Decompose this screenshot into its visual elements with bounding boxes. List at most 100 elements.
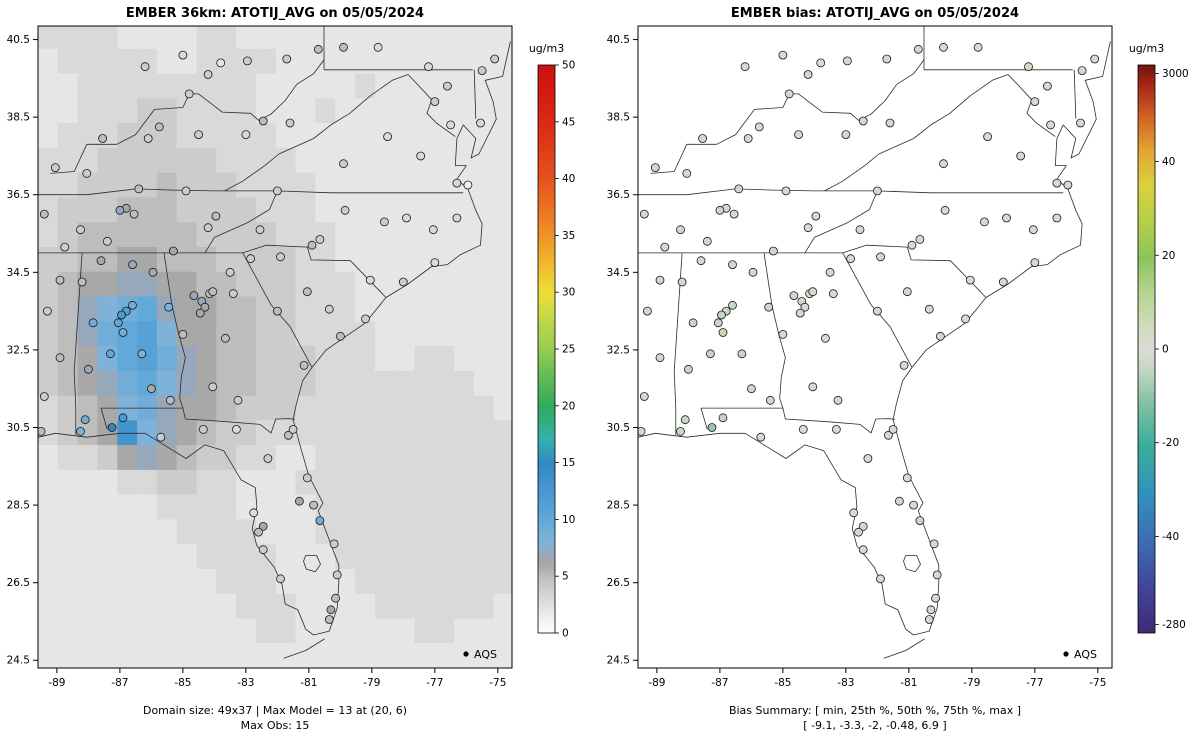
aqs-station-point: [931, 593, 941, 603]
aqs-station-point: [282, 54, 292, 64]
svg-text:26.5: 26.5: [607, 577, 630, 589]
aqs-station-point: [979, 217, 989, 227]
svg-text:-20: -20: [1162, 437, 1179, 449]
aqs-station-point: [203, 70, 213, 79]
svg-text:36.5: 36.5: [7, 189, 30, 201]
aqs-station-point: [924, 304, 934, 314]
model-panel-caption: Domain size: 49x37 | Max Model = 13 at (…: [0, 703, 550, 733]
aqs-station-point: [748, 267, 758, 277]
svg-text:32.5: 32.5: [7, 344, 30, 356]
aqs-station-point: [820, 333, 830, 343]
aqs-station-point: [246, 254, 256, 264]
aqs-station-point: [715, 205, 725, 215]
aqs-station-point: [828, 289, 838, 299]
aqs-station-point: [476, 118, 485, 128]
aqs-station-point: [165, 395, 175, 405]
aqs-station-point: [242, 56, 252, 66]
aqs-station-point: [831, 424, 841, 434]
aqs-station-point: [302, 473, 312, 483]
aqs-station-point: [684, 364, 693, 374]
aqs-station-point: [365, 275, 375, 285]
svg-text:-85: -85: [174, 677, 191, 689]
model-caption-line-1: Domain size: 49x37 | Max Model = 13 at (…: [142, 704, 407, 717]
aqs-station-point: [307, 240, 317, 250]
svg-text:-79: -79: [963, 677, 980, 689]
aqs-station-point: [696, 256, 706, 266]
aqs-station-point: [784, 89, 794, 99]
aqs-station-point: [872, 306, 882, 316]
aqs-station-point: [639, 209, 649, 219]
aqs-station-point: [1030, 97, 1040, 106]
svg-text:-75: -75: [489, 677, 506, 689]
aqs-station-point: [463, 180, 473, 190]
aqs-station-point: [117, 310, 126, 320]
aqs-station-point: [902, 473, 912, 483]
svg-text:24.5: 24.5: [7, 655, 30, 667]
aqs-station-point: [84, 364, 93, 374]
bias-caption-line-2: [ -9.1, -3.3, -2, -0.48, 6.9 ]: [803, 719, 947, 732]
aqs-station-point: [198, 424, 208, 434]
aqs-station-point: [178, 329, 188, 339]
station-points: [38, 42, 500, 624]
svg-text:0: 0: [562, 628, 569, 640]
aqs-station-point: [907, 240, 917, 250]
panel-model: -89 -87 -85 -83 -81 -79 -77 -75 24.5 26.5 28.5 30.5…: [0, 6, 576, 733]
aqs-station-point: [113, 318, 123, 328]
aqs-station-point: [800, 302, 810, 312]
aqs-station-point: [677, 277, 687, 287]
aqs-station-point: [137, 349, 147, 359]
aqs-station-point: [339, 159, 348, 169]
aqs-station-point: [50, 163, 60, 173]
aqs-station-point: [756, 432, 766, 442]
aqs-station-point: [638, 427, 646, 436]
aqs-station-point: [283, 430, 293, 440]
legend-aqs-label: AQS: [474, 648, 497, 661]
svg-text:45: 45: [562, 116, 575, 128]
aqs-station-point: [998, 277, 1008, 287]
aqs-station-point: [43, 306, 52, 316]
aqs-station-point: [902, 287, 912, 297]
aqs-station-point: [383, 132, 393, 142]
aqs-station-point: [1016, 151, 1026, 161]
aqs-station-point: [833, 395, 843, 405]
aqs-station-point: [858, 545, 868, 555]
legend-aqs-label: AQS: [1074, 648, 1097, 661]
aqs-station-point: [118, 413, 128, 423]
aqs-station-point: [924, 615, 934, 624]
svg-text:-89: -89: [648, 677, 665, 689]
svg-text:26.5: 26.5: [7, 577, 30, 589]
aqs-station-point: [639, 392, 649, 401]
aqs-station-point: [765, 395, 775, 405]
aqs-station-point: [894, 496, 904, 506]
model-map: -89 -87 -85 -83 -81 -79 -77 -75 24.5 26.5 28.5 30.5…: [7, 25, 575, 689]
aqs-station-point: [490, 54, 500, 64]
aqs-station-point: [876, 574, 885, 584]
aqs-station-point: [208, 287, 218, 297]
aqs-station-point: [272, 186, 282, 196]
svg-text:-40: -40: [1162, 531, 1179, 543]
aqs-station-point: [128, 300, 137, 310]
aqs-station-point: [168, 246, 178, 256]
aqs-station-point: [477, 66, 487, 75]
aqs-station-point: [932, 570, 942, 580]
aqs-station-point: [263, 454, 273, 463]
aqs-station-point: [276, 574, 285, 584]
svg-text:40: 40: [562, 173, 575, 185]
aqs-station-point: [146, 384, 156, 394]
svg-text:-81: -81: [300, 677, 317, 689]
aqs-station-point: [203, 223, 213, 233]
aqs-station-point: [339, 42, 348, 52]
aqs-station-point: [194, 130, 204, 140]
aqs-station-point: [926, 605, 936, 615]
svg-text:38.5: 38.5: [607, 112, 630, 124]
legend-aqs-dot: [463, 651, 469, 657]
svg-text:28.5: 28.5: [7, 500, 30, 512]
aqs-station-point: [102, 236, 112, 246]
svg-text:34.5: 34.5: [7, 267, 30, 279]
aqs-station-point: [299, 360, 309, 370]
aqs-station-point: [1052, 213, 1062, 223]
svg-text:34.5: 34.5: [607, 267, 630, 279]
aqs-station-point: [154, 122, 164, 132]
aqs-station-point: [77, 277, 87, 287]
